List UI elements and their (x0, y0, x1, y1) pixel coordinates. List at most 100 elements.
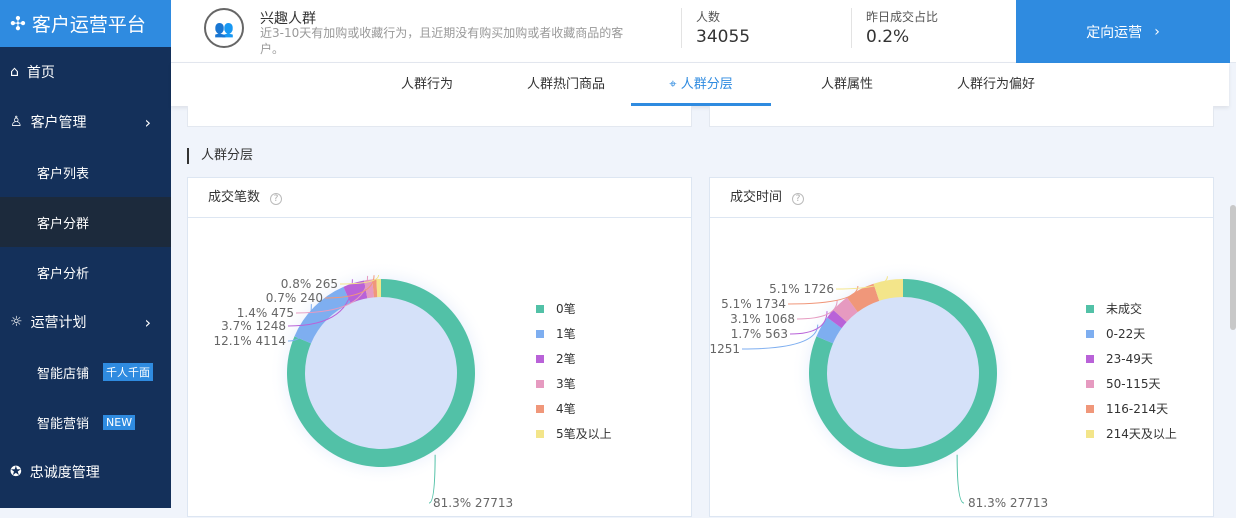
donut-slice[interactable] (833, 297, 858, 323)
legend-swatch (536, 304, 544, 313)
legend-swatch (1086, 304, 1094, 313)
legend-item[interactable]: 0-22天 (1086, 321, 1177, 346)
leader-line (339, 274, 380, 285)
chevron-right-icon: › (1154, 23, 1160, 40)
tab-hot-products[interactable]: 人群热门商品 (526, 77, 605, 92)
sidebar-item-ops-plan[interactable]: ☼ 运营计划 › (0, 297, 171, 347)
data-label: 3.1% 1068 (730, 312, 795, 326)
card-partial (709, 106, 1214, 127)
legend-swatch (1086, 329, 1094, 338)
tab-bar: 人群行为 人群热门商品 ⌖ 人群分层 人群属性 人群行为偏好 (171, 63, 1229, 106)
data-label: 5.1% 1734 (721, 297, 786, 311)
donut-slice[interactable] (372, 279, 378, 298)
tab-behavior[interactable]: 人群行为 (400, 77, 453, 92)
legend-item[interactable]: 未成交 (1086, 296, 1177, 321)
donut-slice[interactable] (294, 286, 351, 344)
chart-card-count: 成交笔数? 81.3% 27713 12.1% 4114 3.7% 1248 1.4%… (187, 177, 692, 517)
donut-slice[interactable] (846, 283, 880, 312)
legend-swatch (1086, 429, 1094, 438)
card-title: 成交时间? (710, 178, 1213, 218)
scrollbar[interactable] (1230, 205, 1236, 330)
label: 忠诚度管理 (29, 465, 100, 481)
cta-label: 定向运营 (1086, 24, 1143, 41)
logo[interactable]: ✣ 客户运营平台 (0, 0, 171, 47)
sidebar-item-customer-analysis[interactable]: 客户分析 (0, 247, 171, 297)
legend-label: 50-115天 (1106, 377, 1161, 391)
legend-item[interactable]: 5笔及以上 (536, 421, 612, 446)
legend: 未成交 0-22天 23-49天 50-115天 116-214天 214天及以上 (1086, 296, 1177, 446)
tab-layers[interactable]: ⌖ 人群分层 (631, 63, 771, 106)
chevron-right-icon: › (144, 312, 151, 332)
legend-item[interactable]: 0笔 (536, 296, 612, 321)
data-label: 81.3% 27713 (433, 496, 513, 510)
badge: 千人千面 (103, 363, 154, 381)
data-label: 1.7% 563 (731, 327, 788, 341)
ratio-stat: 昨日成交占比 0.2% (851, 8, 938, 48)
legend-label: 0笔 (556, 302, 576, 316)
card-partial (187, 106, 692, 127)
legend-item[interactable]: 23-49天 (1086, 346, 1177, 371)
tab-preference[interactable]: 人群行为偏好 (956, 77, 1035, 92)
tab-attributes[interactable]: 人群属性 (820, 77, 873, 92)
sidebar-item-customer-mgmt[interactable]: ♙ 客户管理 › (0, 97, 171, 147)
leader-line (324, 275, 375, 299)
data-label: 0.8% 265 (281, 277, 338, 291)
data-label: 3.7% 1248 (221, 319, 286, 333)
legend-item[interactable]: 214天及以上 (1086, 421, 1177, 446)
label: 首页 (26, 65, 55, 81)
donut-slice[interactable] (827, 309, 847, 329)
location-icon: ⌖ (669, 77, 681, 92)
sidebar-item-home[interactable]: ⌂ 首页 (0, 47, 171, 97)
label: 客户列表 (37, 166, 90, 182)
legend-item[interactable]: 50-115天 (1086, 371, 1177, 396)
sidebar-item-customer-group[interactable]: 客户分群 (0, 197, 171, 247)
label: 客户分析 (37, 266, 90, 282)
help-icon[interactable]: ? (270, 193, 283, 205)
leader-line (787, 285, 859, 305)
chart-title: 成交时间 (730, 190, 783, 205)
donut-slice[interactable] (376, 279, 381, 298)
label: 人群分层 (680, 77, 733, 92)
sidebar-item-smart-marketing[interactable]: 智能营销 NEW (0, 397, 171, 447)
badge: NEW (103, 414, 136, 430)
group-title: 兴趣人群 (260, 11, 316, 27)
card-title: 成交笔数? (188, 178, 691, 218)
legend-label: 未成交 (1106, 302, 1143, 316)
legend-swatch (1086, 379, 1094, 388)
help-icon[interactable]: ? (792, 193, 805, 205)
legend-swatch (536, 329, 544, 338)
leader-line (956, 454, 965, 504)
legend-swatch (536, 404, 544, 413)
legend-item[interactable]: 116-214天 (1086, 396, 1177, 421)
sidebar-item-smart-store[interactable]: 智能店铺 千人千面 (0, 347, 171, 397)
donut-slice[interactable] (873, 279, 903, 301)
targeted-ops-button[interactable]: 定向运营 › (1016, 0, 1230, 63)
label: 智能店铺 (37, 366, 90, 382)
legend-label: 5笔及以上 (556, 427, 612, 441)
legend-item[interactable]: 1笔 (536, 321, 612, 346)
ratio-value: 0.2% (866, 27, 910, 47)
legend-swatch (536, 379, 544, 388)
legend-label: 23-49天 (1106, 352, 1153, 366)
logo-text: 客户运营平台 (31, 14, 146, 36)
legend-item[interactable]: 3笔 (536, 371, 612, 396)
section-title: 人群分层 (187, 148, 253, 164)
leader-line (428, 454, 436, 504)
group-header: 👥 兴趣人群 近3-10天有加购或收藏行为，且近期没有购买加购或者收藏商品的客户… (171, 0, 1236, 63)
label: 客户管理 (30, 115, 87, 131)
chart-title: 成交笔数 (208, 190, 261, 205)
legend: 0笔 1笔 2笔 3笔 4笔 5笔及以上 (536, 296, 612, 446)
legend-item[interactable]: 2笔 (536, 346, 612, 371)
label: 运营计划 (30, 315, 87, 331)
legend-item[interactable]: 4笔 (536, 396, 612, 421)
legend-swatch (1086, 404, 1094, 413)
chevron-right-icon: › (144, 112, 151, 132)
legend-swatch (536, 354, 544, 363)
user-icon: ♙ (10, 114, 23, 130)
sidebar-item-customer-list[interactable]: 客户列表 (0, 147, 171, 197)
legend-label: 116-214天 (1106, 402, 1169, 416)
star-icon: ✪ (10, 464, 22, 480)
sidebar-item-loyalty[interactable]: ✪ 忠诚度管理 (0, 447, 171, 497)
donut-slice[interactable] (816, 317, 842, 344)
